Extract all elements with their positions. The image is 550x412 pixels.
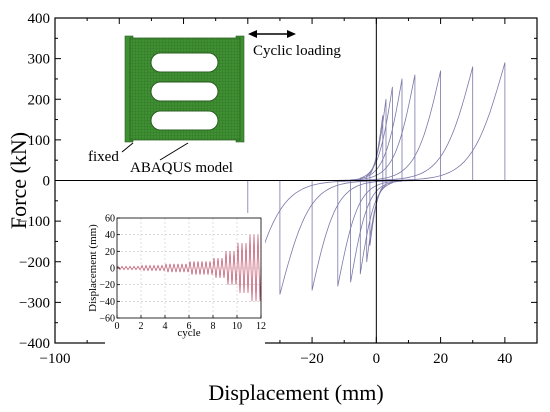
y-tick-label: 0 xyxy=(43,174,51,190)
zero-lines xyxy=(55,18,537,343)
inset-x-tick-label: 2 xyxy=(139,321,144,332)
y-tick-label: 200 xyxy=(28,92,51,108)
slot-opening-bottom xyxy=(150,110,219,131)
x-tick-label: −100 xyxy=(40,351,71,367)
inset-y-axis-title: Displacement (mm) xyxy=(87,224,99,312)
inset-y-tick-label: 20 xyxy=(105,247,115,258)
x-tick-label: −20 xyxy=(300,351,323,367)
inset-ticks: 0 2 4 6 8 10 12 −60 −40 −20 0 20 40 60 xyxy=(99,214,266,333)
inset-x-tick-label: 6 xyxy=(187,321,192,332)
x-tick-label: 40 xyxy=(497,351,512,367)
slot-opening-middle xyxy=(150,81,219,102)
y-tick-label: −100 xyxy=(19,214,50,230)
fixed-leader-line xyxy=(121,142,134,153)
y-axis-title: Force (kN) xyxy=(6,132,31,229)
y-tick-label: 100 xyxy=(28,133,51,149)
x-axis-title: Displacement (mm) xyxy=(208,380,383,405)
abaqus-model-label: ABAQUS model xyxy=(130,160,233,176)
inset-y-tick-label: 0 xyxy=(110,264,115,275)
inset-background xyxy=(105,213,265,363)
inset-x-tick-label: 0 xyxy=(115,321,120,332)
cyclic-loading-label: Cyclic loading xyxy=(253,43,341,59)
x-tick-label: 0 xyxy=(373,351,381,367)
inset-x-tick-label: 4 xyxy=(163,321,168,332)
inset-y-tick-label: −60 xyxy=(99,314,115,325)
inset-x-axis-title: cycle xyxy=(177,327,200,339)
hysteresis-loops xyxy=(247,62,506,299)
x-tick-label: 20 xyxy=(433,351,448,367)
hysteresis-loop-4 xyxy=(350,78,403,283)
hysteresis-loop-5 xyxy=(337,74,416,287)
abaqus-model-illustration: Cyclic loading fixed ABAQUS model xyxy=(88,30,341,176)
y-tick-label: −400 xyxy=(19,336,50,352)
inset-displacement-series xyxy=(116,234,262,302)
inset-y-tick-label: −20 xyxy=(99,280,115,291)
inset-y-tick-label: 40 xyxy=(105,230,115,241)
fixed-label: fixed xyxy=(88,149,119,165)
slot-opening-top xyxy=(150,52,219,73)
y-tick-label: −300 xyxy=(19,295,50,311)
loading-protocol-inset: 0 2 4 6 8 10 12 −60 −40 −20 0 20 40 60 cycle Displace… xyxy=(87,213,266,363)
inset-x-tick-label: 12 xyxy=(256,321,266,332)
y-tick-label: −200 xyxy=(19,255,50,271)
cyclic-loading-arrow xyxy=(248,30,296,38)
y-tick-label: 400 xyxy=(28,11,51,27)
inset-x-tick-label: 10 xyxy=(232,321,242,332)
inset-y-tick-label: −40 xyxy=(99,297,115,308)
inset-y-tick-label: 60 xyxy=(105,214,115,225)
hysteresis-loop-3 xyxy=(359,86,393,275)
inset-x-tick-label: 8 xyxy=(211,321,216,332)
inset-displacement-line xyxy=(116,234,262,302)
y-tick-label: 300 xyxy=(28,52,51,68)
model-leader-line xyxy=(159,142,189,161)
